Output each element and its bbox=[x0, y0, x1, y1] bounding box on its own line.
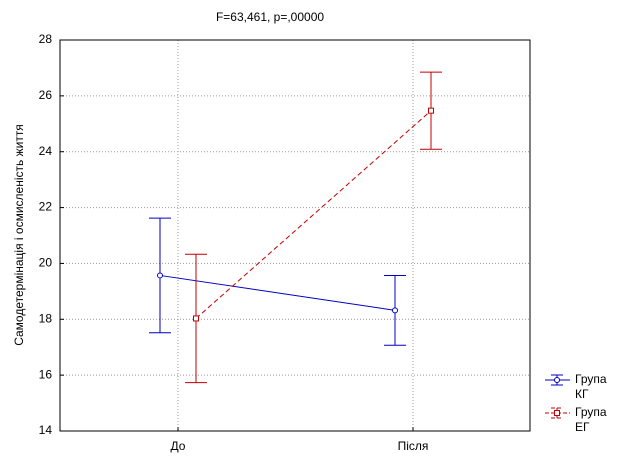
chart-title: F=63,461, p=,00000 bbox=[216, 10, 324, 24]
y-tick-label: 26 bbox=[39, 88, 53, 102]
marker bbox=[428, 107, 434, 114]
y-tick-label: 14 bbox=[39, 423, 53, 437]
series-line bbox=[195, 110, 432, 319]
marker bbox=[392, 307, 398, 314]
y-axis-label: Самодетермінація і осмисленість життя bbox=[12, 124, 26, 346]
marker bbox=[157, 272, 163, 279]
y-tick-label: 18 bbox=[39, 311, 53, 325]
y-tick-label: 22 bbox=[39, 200, 53, 214]
plot-frame bbox=[59, 39, 531, 432]
marker bbox=[193, 315, 199, 322]
legend-label: Група ЕГ bbox=[575, 405, 607, 434]
x-tick-label: До bbox=[171, 439, 186, 453]
x-tick-label: Після bbox=[398, 439, 429, 453]
series-line bbox=[159, 274, 396, 311]
marker bbox=[554, 410, 560, 416]
marker bbox=[554, 377, 560, 383]
y-tick-label: 28 bbox=[39, 32, 53, 46]
legend-label: Група КГ bbox=[575, 372, 607, 401]
y-tick-label: 24 bbox=[39, 144, 53, 158]
y-tick-label: 16 bbox=[39, 367, 53, 381]
y-tick-label: 20 bbox=[39, 256, 53, 270]
